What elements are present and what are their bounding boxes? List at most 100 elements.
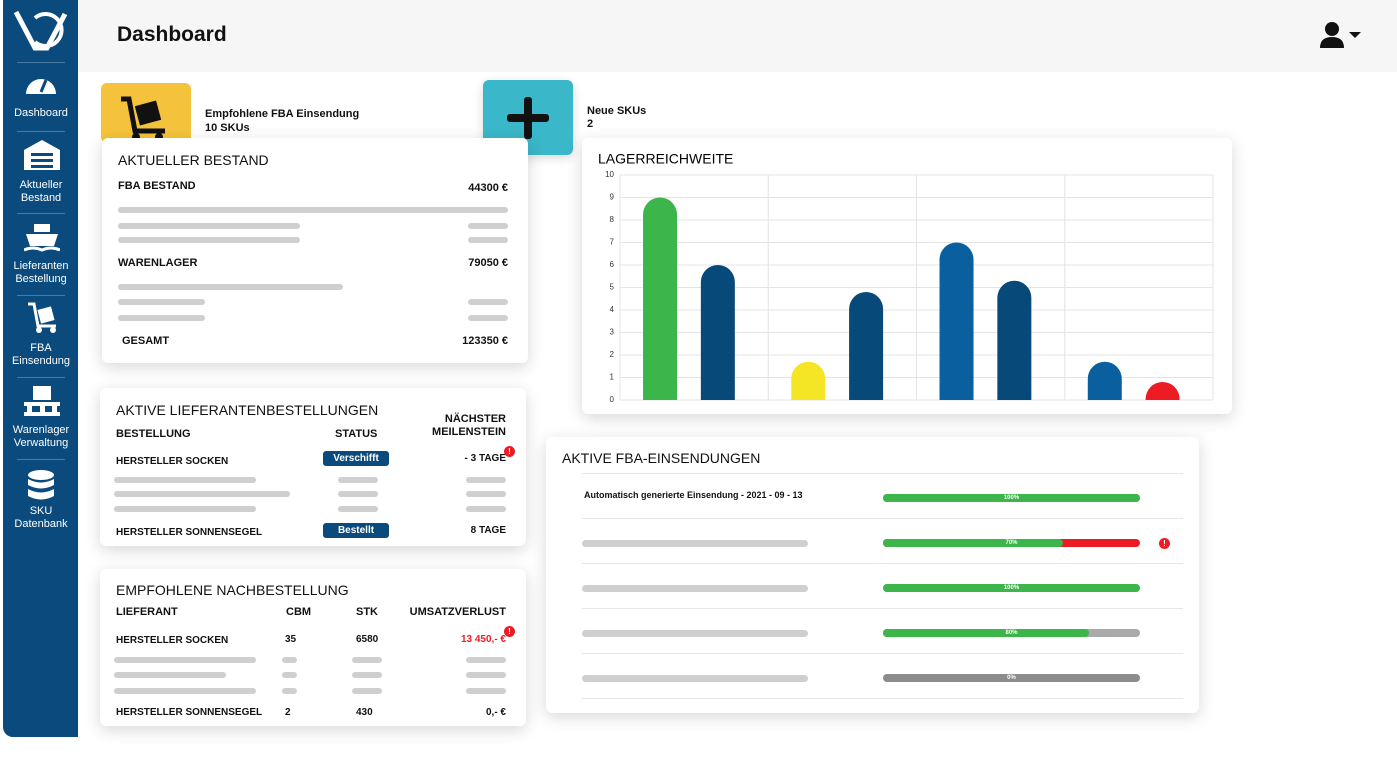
y-tick-label: 9 [610, 193, 615, 202]
row-divider [582, 473, 1183, 474]
icon-bestand[interactable] [24, 140, 60, 170]
bar [700, 265, 735, 400]
progress-label: 100% [1003, 585, 1020, 591]
placeholder [466, 506, 506, 512]
progress-label: 80% [1005, 630, 1018, 636]
placeholder [114, 688, 256, 694]
bar [1087, 361, 1122, 400]
card-chart: LAGERREICHWEITE 0 1 2 3 4 5 6 7 8 9 10 [582, 138, 1232, 414]
card-bestand: AKTUELLER BESTAND FBA BESTAND 44300 € WA… [102, 138, 528, 363]
icon-lieferanten[interactable] [24, 222, 60, 252]
placeholder [352, 688, 382, 694]
card-title: EMPFOHLENE NACHBESTELLUNG [116, 582, 349, 598]
row-value: 123350 € [462, 335, 508, 347]
placeholder [582, 675, 808, 682]
placeholder [466, 688, 506, 694]
user-menu[interactable] [1318, 20, 1364, 50]
row-label: FBA BESTAND [118, 180, 196, 192]
stk: 430 [356, 707, 373, 718]
placeholder [468, 299, 508, 305]
bar [791, 361, 826, 400]
progress-fill [883, 629, 1089, 637]
nav-label[interactable]: Aktueller Bestand [19, 179, 63, 204]
column-header: CBM [286, 606, 312, 618]
icon-fba[interactable] [26, 302, 60, 334]
separator [17, 62, 65, 63]
y-tick-label: 0 [610, 395, 615, 404]
stk: 6580 [356, 634, 379, 645]
column-header: LIEFERANT [116, 606, 178, 618]
row-divider [582, 698, 1183, 699]
tile-icon [121, 96, 165, 141]
umsatzverlust: 13 450,- € [460, 634, 506, 645]
progress-fill [883, 584, 1140, 592]
placeholder [582, 540, 808, 547]
milestone: - 3 TAGE [464, 453, 506, 464]
placeholder [114, 506, 256, 512]
page-title: Dashboard [117, 23, 227, 46]
placeholder [118, 207, 508, 213]
placeholder [282, 672, 297, 678]
y-tick-label: 2 [610, 350, 615, 359]
placeholder [582, 630, 808, 637]
placeholder [352, 657, 382, 663]
header-bar [78, 0, 1397, 72]
placeholder [282, 657, 297, 663]
nav-label[interactable]: Lieferanten Bestellung [13, 260, 69, 285]
logo [13, 10, 68, 51]
row-value: 44300 € [468, 182, 508, 194]
y-tick-label: 4 [610, 305, 615, 314]
column-header: NÄCHSTER MEILENSTEIN [432, 413, 506, 438]
placeholder [118, 284, 343, 290]
y-tick-label: 10 [605, 170, 614, 179]
sidebar: Dashboard Aktueller Bestand Lieferanten … [3, 0, 78, 737]
placeholder [338, 506, 378, 512]
placeholder [352, 672, 382, 678]
placeholder [466, 672, 506, 678]
separator [17, 295, 65, 296]
icon-sku[interactable] [27, 470, 55, 502]
column-header: STK [356, 606, 378, 618]
icon-warenlager[interactable] [24, 386, 60, 416]
column-header: BESTELLUNG [116, 428, 191, 440]
row-label: WARENLAGER [118, 257, 198, 269]
placeholder [114, 657, 256, 663]
nav-label[interactable]: FBA Einsendung [11, 342, 71, 367]
placeholder [114, 477, 256, 483]
row-label: HERSTELLER SOCKEN [116, 456, 229, 467]
separator [17, 377, 65, 378]
tile-label: Empfohlene FBA Einsendung [205, 108, 360, 120]
nav-label[interactable]: SKU Datenbank [14, 505, 68, 530]
progress-track [883, 674, 1140, 682]
progress-fill [883, 539, 1063, 547]
status-badge: Bestellt [323, 523, 389, 538]
separator [17, 459, 65, 460]
progress-label: 70% [1005, 540, 1018, 546]
umsatzverlust: 0,- € [485, 707, 506, 718]
card-title: AKTIVE FBA-EINSENDUNGEN [562, 450, 761, 466]
card-fba: AKTIVE FBA-EINSENDUNGEN Automatisch gene… [546, 437, 1199, 713]
placeholder [118, 237, 300, 243]
row-label: HERSTELLER SONNENSEGEL [116, 707, 263, 718]
bar [1145, 382, 1180, 400]
nav-label[interactable]: Dashboard [14, 107, 68, 119]
icon-dashboard[interactable] [24, 70, 58, 98]
tile-fba[interactable] [101, 83, 191, 143]
nav-label[interactable]: Warenlager Verwaltung [12, 424, 70, 449]
row-label: HERSTELLER SOCKEN [116, 635, 229, 646]
row-label: GESAMT [122, 335, 170, 347]
row-divider [582, 653, 1183, 654]
placeholder [466, 657, 506, 663]
tile-value: 10 SKUs [205, 122, 250, 134]
bar [939, 242, 974, 400]
placeholder [118, 315, 205, 321]
status-badge: Verschifft [323, 451, 389, 466]
placeholder [468, 315, 508, 321]
column-header: UMSATZVERLUST [409, 606, 506, 618]
progress-fill [883, 494, 1140, 502]
card-lieferanten: AKTIVE LIEFERANTENBESTELLUNGEN BESTELLUN… [100, 388, 526, 546]
progress-label: 100% [1003, 495, 1020, 501]
y-tick-label: 5 [610, 283, 615, 292]
placeholder [114, 491, 290, 497]
